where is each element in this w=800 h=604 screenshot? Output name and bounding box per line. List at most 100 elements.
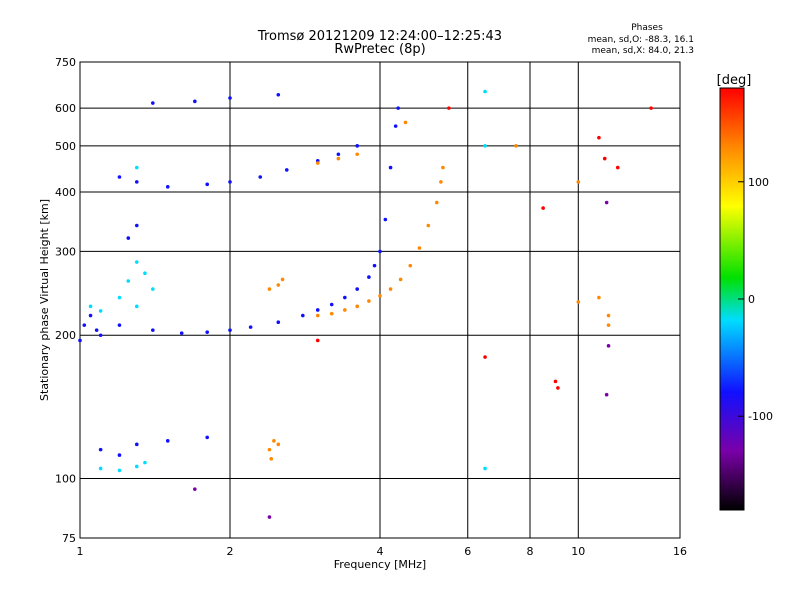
data-point — [615, 165, 620, 170]
x-tick-label: 4 — [377, 545, 384, 558]
data-point — [388, 165, 393, 170]
data-point — [355, 152, 359, 157]
data-point — [393, 124, 398, 128]
data-point — [343, 295, 347, 300]
data-point — [355, 144, 359, 148]
data-point — [98, 309, 103, 313]
data-point — [483, 89, 487, 94]
stats-title: Phases — [631, 23, 663, 33]
data-point — [329, 311, 334, 316]
data-point — [398, 277, 403, 282]
data-point — [267, 515, 272, 519]
data-point — [179, 331, 184, 335]
y-tick-label: 200 — [55, 329, 76, 342]
y-tick-label: 500 — [55, 140, 76, 153]
y-tick-label: 400 — [55, 186, 76, 199]
stats-o-mode: mean, sd,O: -88.3, 16.1 — [588, 35, 694, 45]
data-point — [447, 106, 451, 110]
data-point — [372, 263, 377, 268]
data-point — [576, 180, 581, 184]
data-point — [367, 299, 371, 303]
data-point — [151, 328, 155, 332]
data-point — [606, 344, 611, 348]
colorbar-ticks: 100 0 -100 — [738, 176, 773, 423]
data-point — [94, 328, 99, 332]
chart-title: Tromsø 20121209 12:24:00–12:25:43 — [257, 29, 502, 44]
data-point — [649, 106, 653, 110]
data-point — [134, 260, 139, 264]
grid-lines — [80, 62, 680, 538]
x-tick-label: 8 — [527, 545, 534, 558]
data-point — [151, 101, 155, 105]
data-point — [597, 135, 601, 140]
data-point — [82, 323, 87, 327]
data-point — [301, 313, 305, 318]
data-point — [434, 200, 439, 205]
x-axis-label: Frequency [MHz] — [334, 558, 426, 571]
data-point — [165, 439, 170, 443]
data-points — [78, 89, 653, 519]
data-point — [117, 468, 122, 473]
data-point — [126, 236, 131, 240]
data-point — [258, 175, 263, 179]
data-point — [117, 175, 122, 179]
data-point — [78, 338, 82, 343]
data-point — [604, 392, 609, 397]
data-point — [606, 313, 611, 318]
x-tick-label: 2 — [227, 545, 234, 558]
data-point — [205, 435, 209, 440]
data-point — [134, 464, 139, 469]
data-point — [98, 333, 103, 338]
data-point — [284, 168, 289, 172]
y-tick-label: 600 — [55, 102, 76, 115]
data-point — [606, 323, 611, 327]
data-point — [426, 223, 431, 228]
data-point — [276, 92, 281, 97]
y-tick-label: 75 — [62, 532, 76, 545]
data-point — [417, 246, 422, 250]
data-point — [126, 279, 131, 283]
data-point — [134, 223, 139, 228]
data-point — [556, 386, 560, 390]
data-point — [143, 271, 147, 276]
data-point — [336, 152, 341, 157]
data-point — [193, 99, 197, 104]
data-point — [205, 330, 209, 334]
data-point — [408, 263, 413, 268]
x-tick-label: 6 — [464, 545, 471, 558]
data-point — [576, 300, 581, 304]
data-point — [597, 295, 601, 300]
data-point — [367, 275, 371, 279]
x-tick-labels: 1 2 4 6 8 10 16 — [77, 545, 688, 558]
data-point — [441, 165, 445, 170]
data-point — [276, 320, 281, 325]
x-tick-label: 16 — [673, 545, 687, 558]
data-point — [134, 180, 139, 184]
data-point — [315, 338, 320, 343]
data-point — [483, 144, 487, 148]
y-axis-label: Stationary phase Virtual Height [km] — [38, 199, 51, 401]
data-point — [165, 185, 170, 189]
data-point — [541, 206, 545, 210]
data-point — [98, 466, 103, 471]
data-point — [228, 180, 232, 184]
x-tick-label: 1 — [77, 545, 84, 558]
y-tick-labels: 75 100 200 300 400 500 600 750 — [55, 56, 76, 545]
data-point — [267, 287, 272, 291]
data-point — [388, 287, 393, 291]
data-point — [269, 457, 274, 461]
data-point — [280, 277, 285, 282]
data-point — [514, 144, 518, 148]
data-point — [602, 156, 607, 161]
data-point — [117, 323, 122, 327]
y-tick-label: 750 — [55, 56, 76, 69]
data-point — [134, 165, 139, 170]
data-point — [604, 200, 609, 205]
data-point — [151, 287, 155, 291]
data-point — [336, 156, 341, 161]
x-tick-label: 10 — [571, 545, 585, 558]
data-point — [134, 442, 139, 447]
data-point — [88, 304, 93, 309]
data-point — [439, 180, 443, 184]
